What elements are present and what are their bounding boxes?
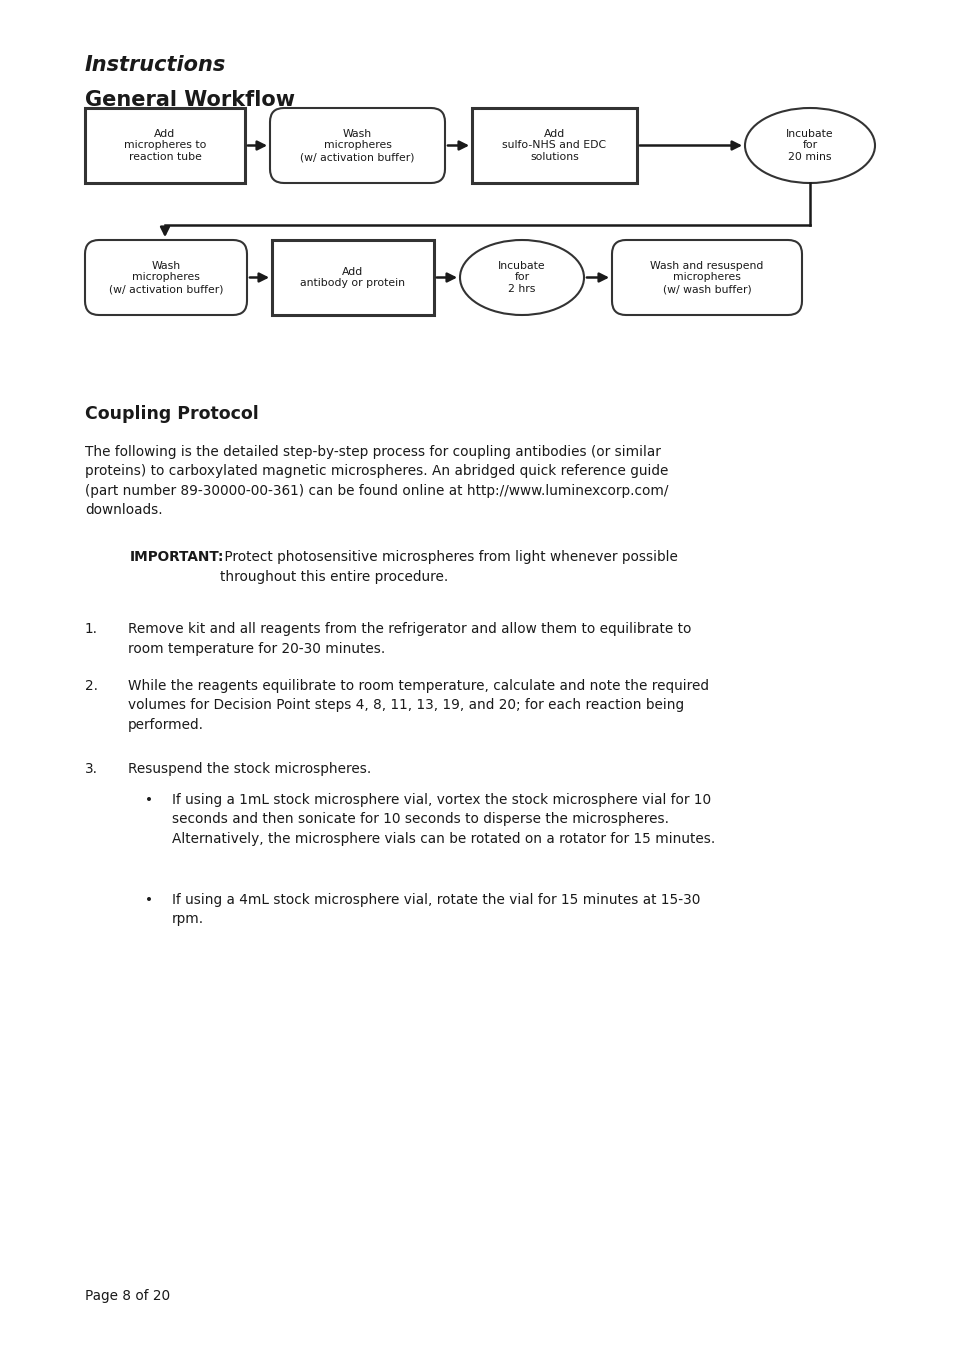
- Ellipse shape: [459, 239, 583, 315]
- Text: Add
sulfo-NHS and EDC
solutions: Add sulfo-NHS and EDC solutions: [502, 129, 606, 163]
- Text: 1.: 1.: [85, 621, 98, 636]
- FancyBboxPatch shape: [85, 239, 247, 315]
- Text: Remove kit and all reagents from the refrigerator and allow them to equilibrate : Remove kit and all reagents from the ref…: [128, 621, 691, 655]
- Text: Coupling Protocol: Coupling Protocol: [85, 405, 258, 422]
- Text: Resuspend the stock microspheres.: Resuspend the stock microspheres.: [128, 763, 371, 776]
- FancyBboxPatch shape: [472, 108, 637, 183]
- FancyBboxPatch shape: [272, 239, 434, 315]
- Text: Wash and resuspend
micropheres
(w/ wash buffer): Wash and resuspend micropheres (w/ wash …: [650, 261, 763, 295]
- Text: 3.: 3.: [85, 763, 98, 776]
- Text: If using a 4mL stock microsphere vial, rotate the vial for 15 minutes at 15-30
r: If using a 4mL stock microsphere vial, r…: [172, 893, 700, 927]
- Text: Incubate
for
2 hrs: Incubate for 2 hrs: [497, 261, 545, 295]
- Text: Protect photosensitive microspheres from light whenever possible
throughout this: Protect photosensitive microspheres from…: [220, 550, 678, 584]
- Text: General Workflow: General Workflow: [85, 90, 294, 110]
- Text: •: •: [145, 794, 152, 807]
- Ellipse shape: [744, 108, 874, 183]
- Text: Add
antibody or protein: Add antibody or protein: [300, 266, 405, 288]
- Text: Page 8 of 20: Page 8 of 20: [85, 1289, 170, 1303]
- Text: While the reagents equilibrate to room temperature, calculate and note the requi: While the reagents equilibrate to room t…: [128, 679, 708, 732]
- Text: Instructions: Instructions: [85, 55, 226, 75]
- Text: If using a 1mL stock microsphere vial, vortex the stock microsphere vial for 10
: If using a 1mL stock microsphere vial, v…: [172, 794, 715, 846]
- Text: Add
micropheres to
reaction tube: Add micropheres to reaction tube: [124, 129, 206, 163]
- FancyBboxPatch shape: [270, 108, 444, 183]
- Text: 2.: 2.: [85, 679, 98, 693]
- Text: IMPORTANT:: IMPORTANT:: [130, 550, 224, 564]
- Text: •: •: [145, 893, 152, 907]
- Text: Wash
micropheres
(w/ activation buffer): Wash micropheres (w/ activation buffer): [300, 129, 415, 163]
- Text: Incubate
for
20 mins: Incubate for 20 mins: [785, 129, 833, 163]
- Text: The following is the detailed step-by-step process for coupling antibodies (or s: The following is the detailed step-by-st…: [85, 445, 668, 518]
- FancyBboxPatch shape: [612, 239, 801, 315]
- FancyBboxPatch shape: [85, 108, 245, 183]
- Text: Wash
micropheres
(w/ activation buffer): Wash micropheres (w/ activation buffer): [109, 261, 223, 295]
